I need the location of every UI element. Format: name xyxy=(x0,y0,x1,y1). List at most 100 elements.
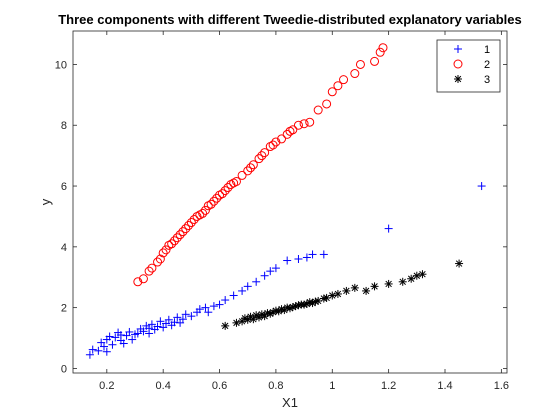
data-point xyxy=(260,148,270,158)
data-point xyxy=(254,154,264,164)
data-point xyxy=(271,264,280,273)
y-tick-label: 0 xyxy=(61,363,67,375)
legend-marker-2 xyxy=(453,59,463,69)
data-point xyxy=(102,347,111,356)
data-point xyxy=(384,224,393,233)
data-point xyxy=(204,308,213,317)
data-point xyxy=(94,346,103,355)
series-1 xyxy=(85,182,486,359)
data-point xyxy=(362,286,371,295)
data-point xyxy=(407,274,416,283)
data-point xyxy=(319,250,328,259)
data-point xyxy=(85,350,94,359)
data-point xyxy=(293,120,303,130)
x-tick-label: 1 xyxy=(329,380,335,392)
data-point xyxy=(355,59,365,69)
legend-label-1: 1 xyxy=(484,44,490,56)
y-tick-label: 2 xyxy=(61,303,67,315)
data-point xyxy=(271,137,281,147)
x-axis: 0.2 0.4 0.6 0.8 1 1.2 1.4 1.6 xyxy=(99,31,509,392)
data-point xyxy=(116,331,125,339)
data-point xyxy=(327,87,337,97)
data-point xyxy=(477,182,486,191)
data-point xyxy=(221,296,230,305)
chart-title: Three components with different Tweedie-… xyxy=(58,12,522,27)
data-point xyxy=(229,291,238,300)
data-point xyxy=(220,186,230,196)
data-point xyxy=(243,166,253,176)
data-point xyxy=(277,134,287,144)
data-point xyxy=(231,176,241,186)
data-point xyxy=(198,208,208,218)
data-point xyxy=(172,233,182,243)
data-point xyxy=(138,274,148,284)
data-point xyxy=(455,259,464,268)
data-point xyxy=(339,75,349,85)
data-point xyxy=(314,296,323,305)
data-point xyxy=(153,322,162,331)
x-axis-label: X1 xyxy=(282,395,298,410)
data-point xyxy=(178,227,188,237)
data-point xyxy=(153,257,163,267)
y-tick-label: 8 xyxy=(61,120,67,132)
data-point xyxy=(384,279,393,288)
data-point xyxy=(187,312,196,321)
data-point xyxy=(201,303,210,312)
x-tick-label: 0.6 xyxy=(212,380,227,392)
data-point xyxy=(144,266,154,276)
data-point xyxy=(181,224,191,234)
legend-box xyxy=(436,39,501,93)
data-point xyxy=(186,218,196,228)
data-point xyxy=(302,253,311,262)
data-point xyxy=(111,333,120,342)
data-points xyxy=(85,43,486,359)
legend-label-2: 2 xyxy=(484,59,490,71)
data-point xyxy=(184,221,194,231)
data-point xyxy=(237,170,247,180)
data-point xyxy=(370,56,380,66)
y-tick-label: 6 xyxy=(61,181,67,193)
series-2 xyxy=(133,43,388,287)
y-tick-label: 10 xyxy=(55,59,67,71)
data-point xyxy=(333,289,342,298)
data-point xyxy=(206,199,216,209)
data-point xyxy=(283,256,292,265)
x-tick-label: 0.8 xyxy=(268,380,283,392)
data-point xyxy=(105,332,114,341)
x-tick-label: 1.4 xyxy=(437,380,452,392)
data-point xyxy=(370,282,379,291)
data-point xyxy=(200,205,210,215)
data-point xyxy=(100,342,108,351)
data-point xyxy=(212,193,222,203)
data-point xyxy=(350,283,359,292)
data-point xyxy=(209,302,218,311)
data-point xyxy=(223,183,233,193)
data-point xyxy=(164,315,173,324)
series-3 xyxy=(221,259,464,330)
data-point xyxy=(133,329,142,338)
data-point xyxy=(412,271,421,280)
x-tick-label: 0.2 xyxy=(99,380,114,392)
data-point xyxy=(169,236,179,246)
legend-label-3: 3 xyxy=(484,74,490,86)
data-point xyxy=(294,255,303,263)
data-point xyxy=(375,47,385,57)
data-point xyxy=(167,239,177,249)
data-point xyxy=(268,140,278,150)
data-point xyxy=(333,81,343,91)
x-tick-label: 1.6 xyxy=(494,380,509,392)
x-tick-label: 0.4 xyxy=(156,380,171,392)
plot-area xyxy=(72,30,508,374)
data-point xyxy=(246,163,256,173)
data-point xyxy=(313,105,323,115)
data-point xyxy=(252,277,261,286)
data-point xyxy=(195,305,204,314)
data-point xyxy=(266,267,275,276)
data-point xyxy=(128,335,137,344)
data-point xyxy=(342,286,351,295)
data-point xyxy=(173,313,182,322)
data-point xyxy=(257,151,267,161)
data-point xyxy=(398,277,407,286)
data-point xyxy=(119,339,128,348)
y-axis: 0 2 4 6 8 10 xyxy=(55,59,507,375)
